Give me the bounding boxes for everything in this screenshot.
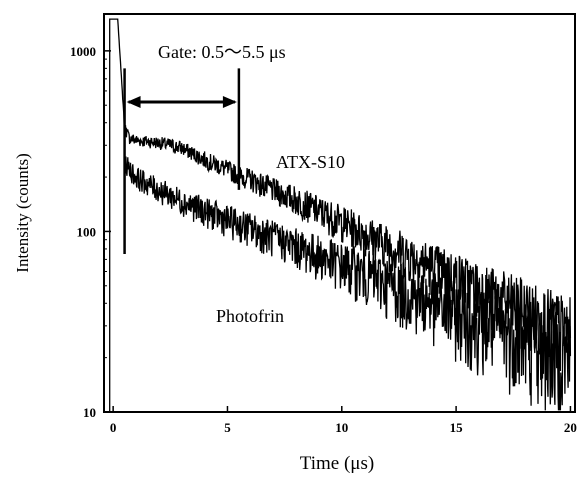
x-tick-label: 20 bbox=[564, 420, 577, 435]
series-trace-atx-s10 bbox=[109, 18, 572, 412]
gate-arrow-right-head bbox=[222, 96, 237, 108]
photofrin-series-label: Photofrin bbox=[216, 306, 284, 326]
x-tick-label: 0 bbox=[110, 420, 117, 435]
x-tick-label: 15 bbox=[450, 420, 464, 435]
plot-frame bbox=[103, 13, 576, 413]
y-axis-ticks: 10 100 1000 bbox=[70, 44, 111, 420]
series-trace-photofrin bbox=[123, 153, 572, 411]
gate-marker-layer bbox=[123, 68, 241, 254]
traces-layer bbox=[109, 18, 572, 412]
x-axis-title: Time (μs) bbox=[300, 453, 374, 474]
x-tick-label: 5 bbox=[224, 420, 231, 435]
y-tick-label: 100 bbox=[77, 224, 97, 239]
gate-label: Gate: 0.5～5.5 μs bbox=[158, 42, 286, 62]
x-tick-label: 10 bbox=[335, 420, 348, 435]
x-axis-ticks: 0 5 10 15 20 bbox=[110, 406, 577, 435]
gate-arrow-left-head bbox=[126, 96, 141, 108]
atx-s10-series-label: ATX-S10 bbox=[276, 152, 345, 172]
y-tick-label: 10 bbox=[83, 405, 96, 420]
y-axis-title: Intensity (counts) bbox=[13, 153, 32, 272]
y-tick-label: 1000 bbox=[70, 44, 96, 59]
